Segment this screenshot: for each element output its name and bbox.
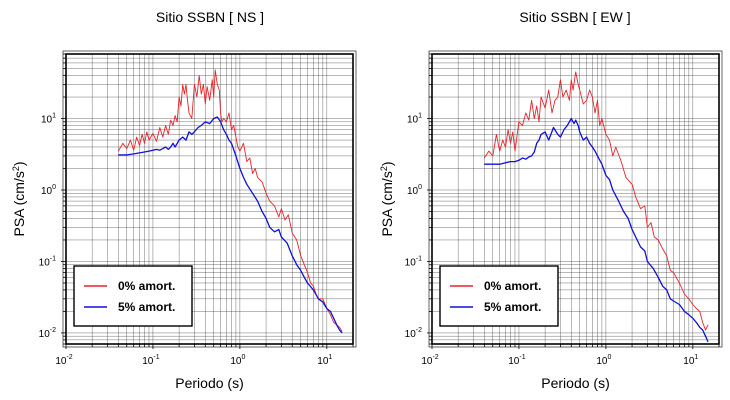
plot-frame-outer (62, 50, 357, 348)
series-line-0-amort- (483, 71, 709, 331)
y-tick-label: 101 (407, 113, 422, 126)
y-axis-label: PSA (cm/s2) (11, 161, 27, 236)
plot-frame (65, 53, 354, 345)
y-tick-label: 10-2 (405, 327, 422, 340)
legend: 0% amort. 5% amort. (439, 265, 559, 327)
series-line-0-amort- (117, 69, 343, 332)
y-tick-label: 10-1 (405, 255, 422, 268)
x-tick-label: 10-1 (142, 354, 159, 367)
panel-ew: Sitio SSBN [ EW ] 10-2 10-1 100 101 10-2 10-1 1… (379, 9, 723, 391)
x-axis-label: Periodo (s) (541, 375, 609, 391)
legend-box (439, 265, 559, 327)
series-lines (483, 71, 709, 343)
y-tick-label: 10-2 (39, 327, 56, 340)
x-tick-label: 10-1 (508, 354, 525, 367)
x-tick-label: 10-2 (55, 354, 72, 367)
series-lines (117, 69, 343, 334)
y-axis-label: PSA (cm/s2) (379, 161, 395, 236)
x-axis-label: Periodo (s) (175, 375, 243, 391)
legend-label: 0% amort. (118, 279, 175, 293)
y-tick-label: 10-1 (39, 255, 56, 268)
legend: 0% amort. 5% amort. (73, 265, 193, 327)
legend-label: 0% amort. (484, 279, 541, 293)
panel-ns: Sitio SSBN [ NS ] 10-2 10-1 100 101 10-2 10-1 1… (11, 9, 357, 391)
series-line-5-amort- (118, 116, 343, 334)
chart-title: Sitio SSBN [ NS ] (156, 9, 264, 25)
y-tick-label: 100 (407, 184, 422, 197)
legend-label: 5% amort. (118, 300, 175, 314)
x-tick-label: 101 (317, 354, 332, 367)
legend-box (73, 265, 193, 327)
legend-label: 5% amort. (484, 300, 541, 314)
x-tick-label: 101 (683, 354, 698, 367)
series-line-5-amort- (484, 117, 709, 343)
y-tick-label: 101 (41, 113, 56, 126)
x-tick-label: 10-2 (421, 354, 438, 367)
x-tick-label: 100 (230, 354, 245, 367)
x-tick-label: 100 (596, 354, 611, 367)
plot-frame-outer (428, 50, 723, 348)
y-tick-label: 100 (41, 184, 56, 197)
plot-frame (431, 53, 720, 345)
chart-title: Sitio SSBN [ EW ] (519, 9, 630, 25)
